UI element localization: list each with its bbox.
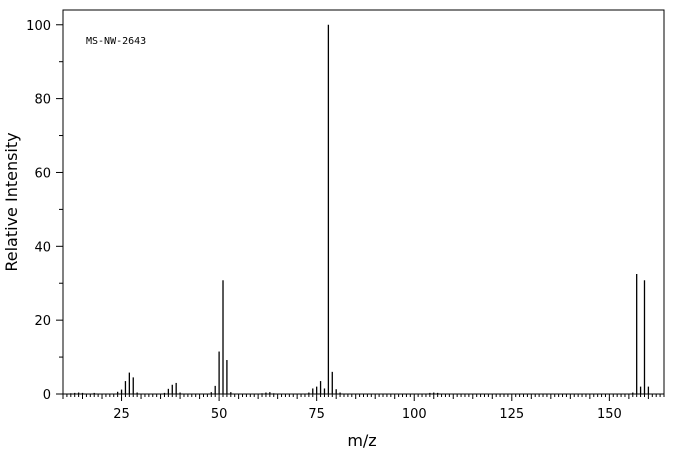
y-tick-label: 60 bbox=[34, 166, 51, 181]
x-tick-label: 150 bbox=[597, 407, 622, 422]
y-axis-title: Relative Intensity bbox=[2, 132, 21, 271]
spectrum-id-annotation: MS-NW-2643 bbox=[86, 36, 146, 47]
x-tick-label: 25 bbox=[113, 407, 130, 422]
x-tick-label: 100 bbox=[402, 407, 427, 422]
x-tick-label: 75 bbox=[308, 407, 325, 422]
axes: 25 50 75 100 125 150 0 20 40 60 80 100 bbox=[26, 19, 665, 422]
spectrum-peaks bbox=[70, 24, 650, 394]
y-tick-label: 40 bbox=[34, 240, 51, 255]
y-tick-label: 100 bbox=[26, 19, 51, 34]
y-tick-label: 0 bbox=[43, 388, 51, 403]
x-tick-label: 50 bbox=[211, 407, 228, 422]
x-tick-label: 125 bbox=[499, 407, 524, 422]
plot-frame bbox=[62, 9, 665, 395]
y-tick-label: 80 bbox=[34, 93, 51, 108]
y-tick-label: 20 bbox=[34, 314, 51, 329]
x-axis-title: m/z bbox=[347, 431, 376, 450]
